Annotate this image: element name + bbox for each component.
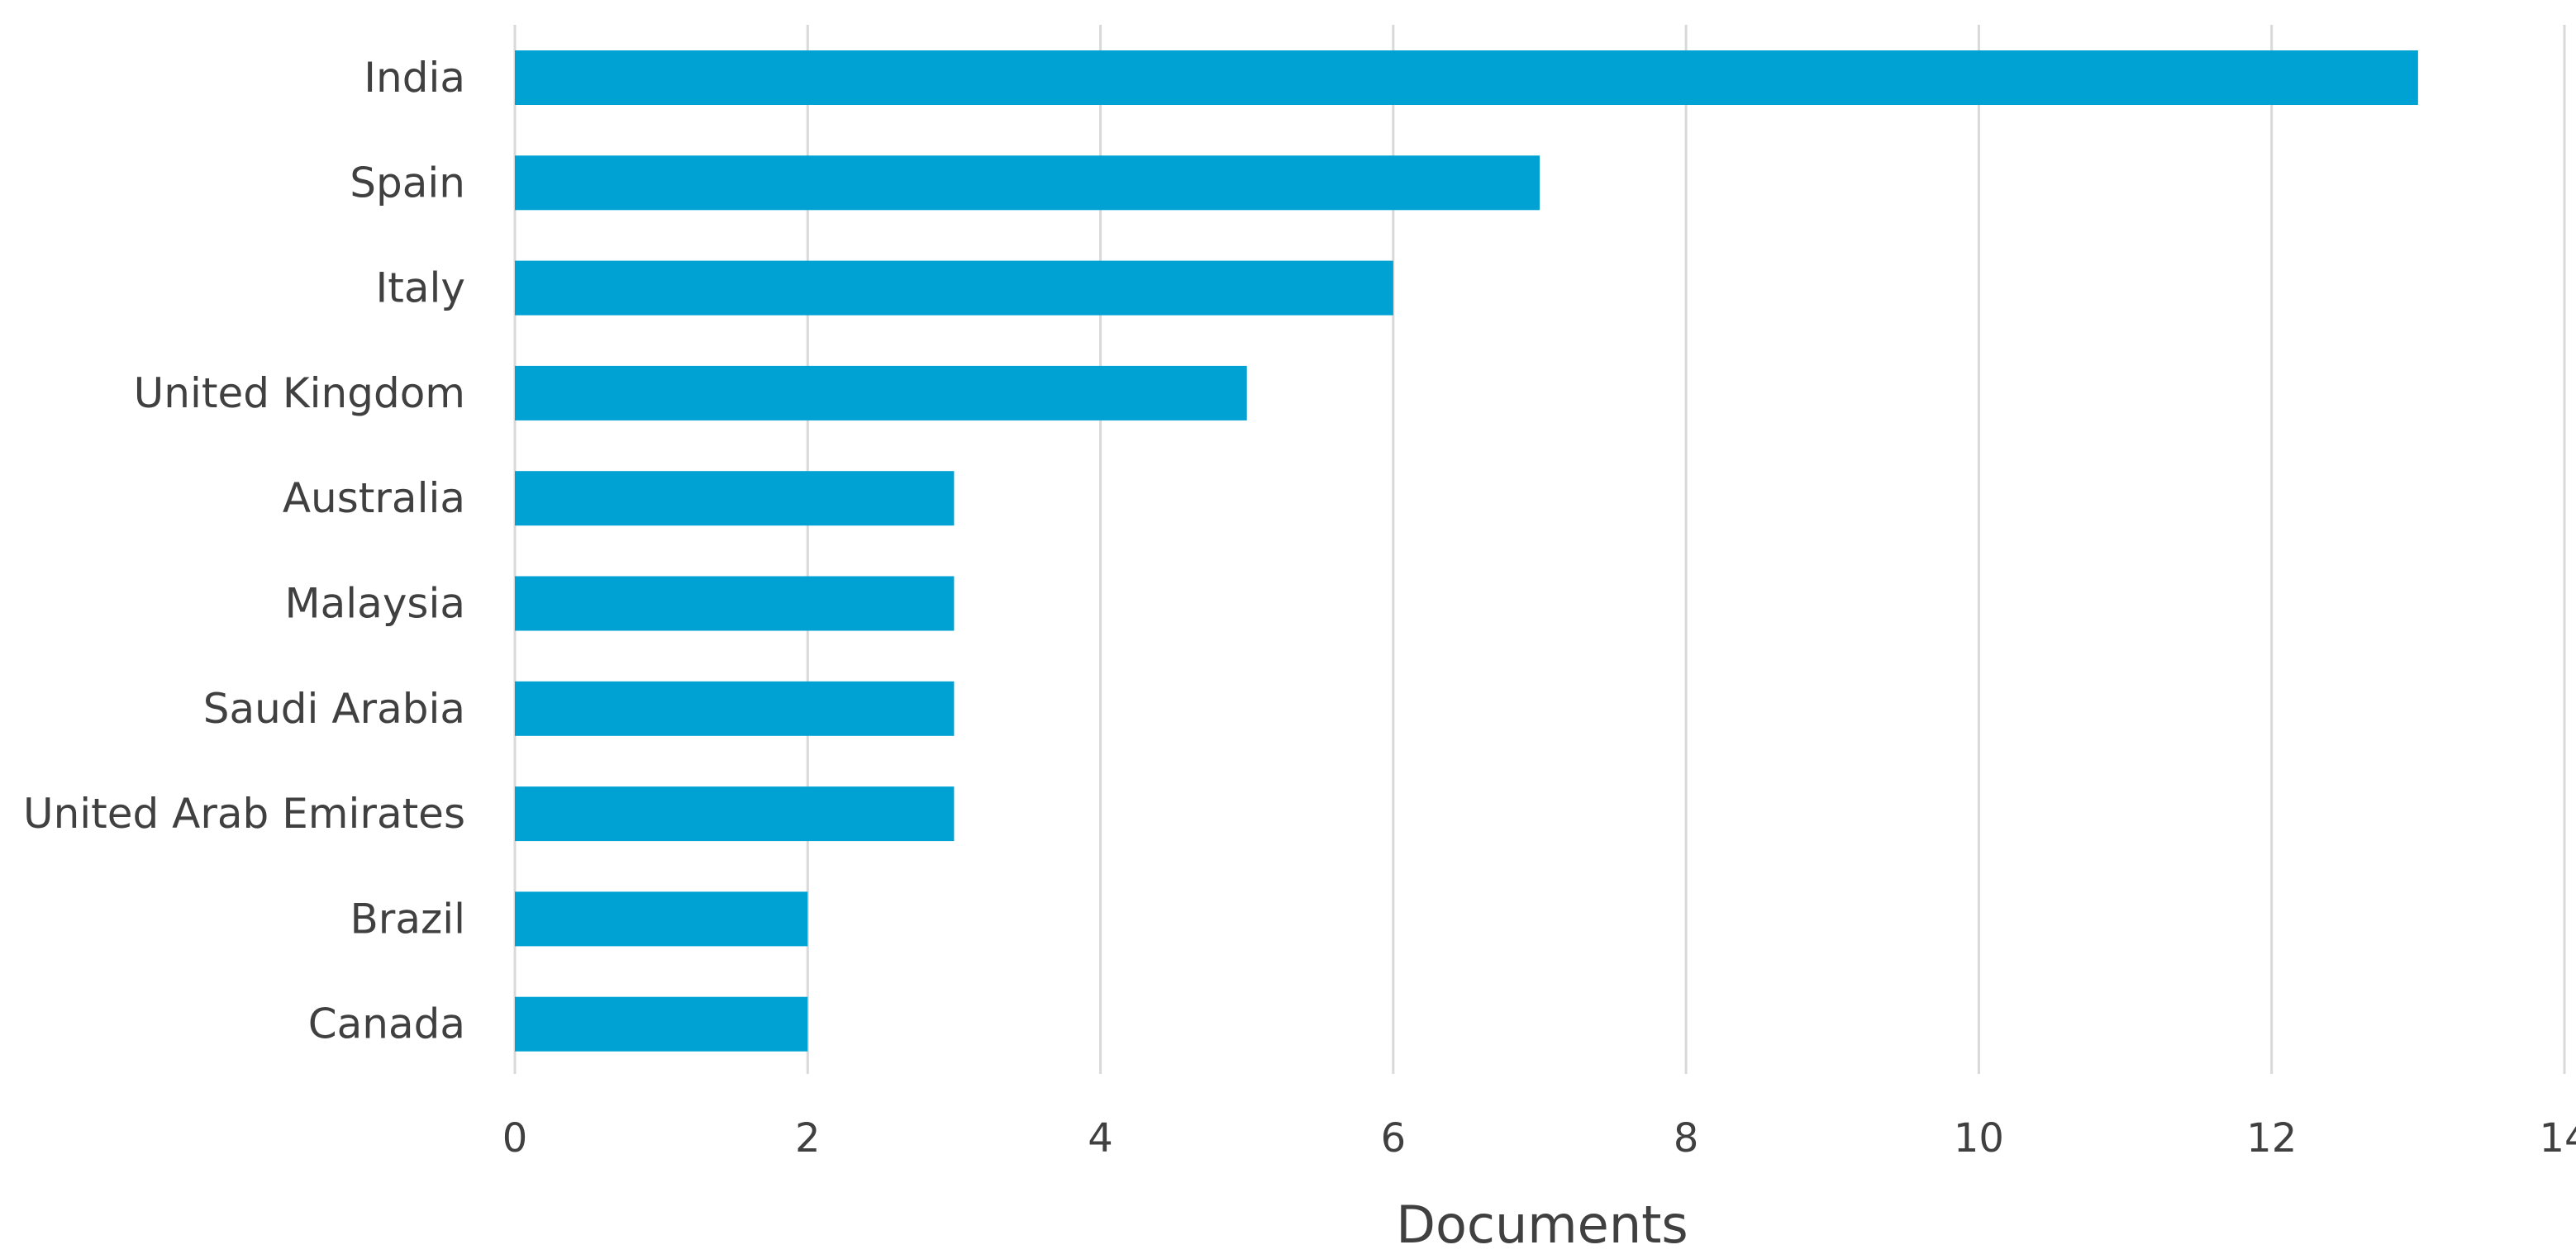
category-label: Spain	[350, 159, 465, 207]
bar	[515, 681, 955, 736]
category-label: Canada	[308, 1000, 465, 1048]
x-tick-label: 12	[2246, 1115, 2297, 1162]
category-label: United Kingdom	[134, 369, 465, 417]
x-axis-title: Documents	[1396, 1195, 1688, 1255]
bar	[515, 786, 955, 842]
bar	[515, 260, 1393, 316]
category-label: Malaysia	[285, 580, 465, 628]
bar	[515, 891, 808, 947]
x-tick-labels: 0 2 4 6 8 10 12 14	[502, 1115, 2576, 1162]
bar	[515, 365, 1247, 420]
x-tick-label: 8	[1674, 1115, 1699, 1162]
category-label: United Arab Emirates	[23, 790, 465, 838]
bars	[515, 50, 2418, 1052]
category-label: Italy	[376, 264, 465, 312]
bar	[515, 996, 808, 1052]
bar	[515, 471, 955, 526]
bar	[515, 155, 1540, 211]
category-label: Saudi Arabia	[203, 685, 465, 733]
bar	[515, 576, 955, 631]
x-tick-label: 0	[502, 1115, 528, 1162]
x-tick-label: 2	[795, 1115, 821, 1162]
bar	[515, 50, 2418, 105]
category-labels: India Spain Italy United Kingdom Australia Ma…	[23, 54, 465, 1048]
category-label: India	[364, 54, 465, 102]
x-tick-label: 4	[1088, 1115, 1113, 1162]
category-label: Brazil	[350, 895, 465, 943]
category-label: Australia	[283, 474, 465, 522]
x-tick-label: 14	[2539, 1115, 2576, 1162]
x-tick-label: 6	[1381, 1115, 1407, 1162]
x-tick-label: 10	[1954, 1115, 2004, 1162]
